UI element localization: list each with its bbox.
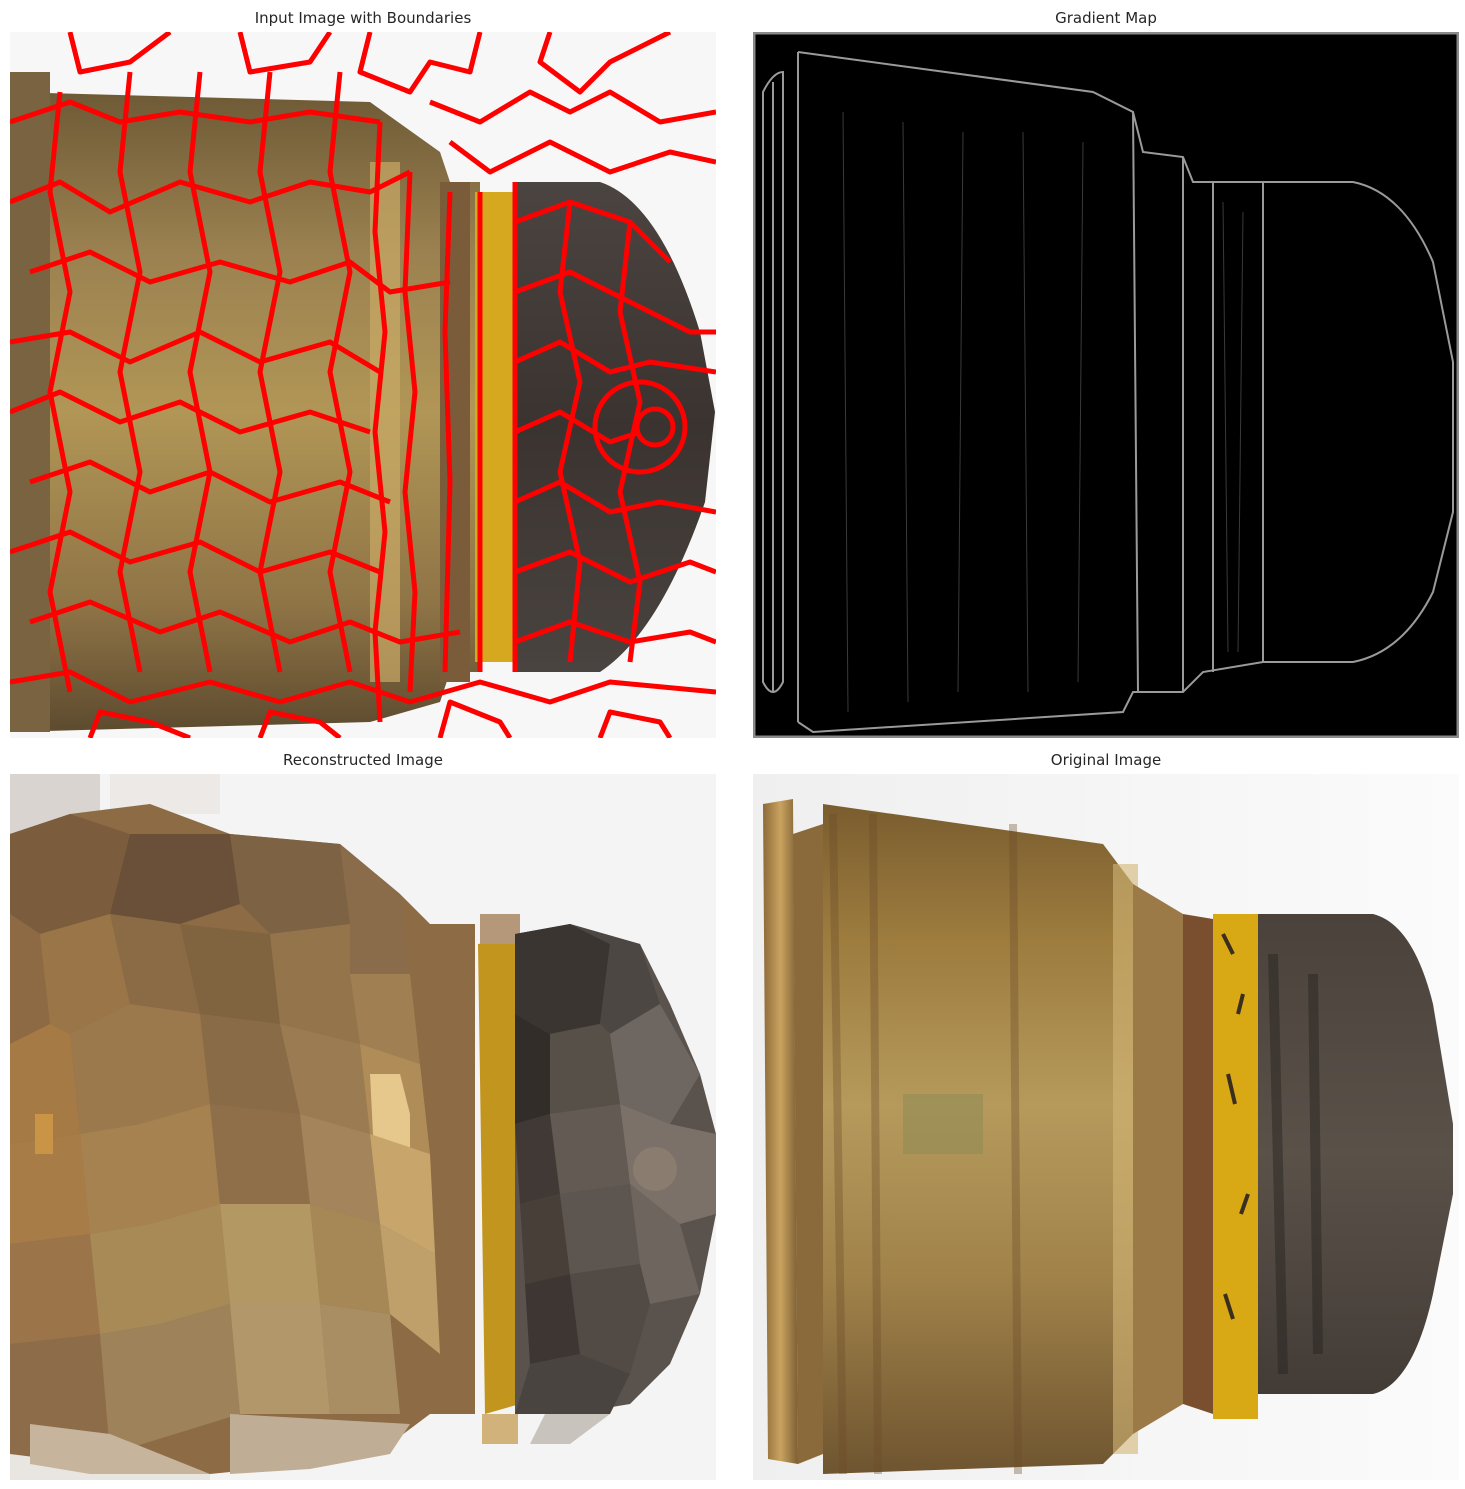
original-image: [753, 774, 1459, 1480]
bullet-tip: [1258, 914, 1453, 1394]
casing-cannelure: [1183, 914, 1213, 1414]
panel-gradient-map: Gradient Map: [753, 9, 1459, 738]
panel-title: Original Image: [1050, 751, 1162, 769]
panel-input-boundaries: Input Image with Boundaries: [10, 9, 716, 738]
panel-original: Original Image: [753, 751, 1459, 1480]
panel-title: Reconstructed Image: [283, 751, 443, 769]
edge-texture: [842, 111, 1244, 713]
yellow-band: [1213, 914, 1258, 1419]
bullet-tip: [515, 924, 716, 1444]
input-image-with-boundaries: [10, 32, 716, 738]
casing-body: [10, 92, 480, 732]
panel-reconstructed: Reconstructed Image: [10, 751, 716, 1480]
panel-title: Input Image with Boundaries: [254, 9, 472, 27]
gradient-map-image: [753, 32, 1459, 738]
reconstructed-image: [10, 774, 716, 1480]
superpixel-boundaries: [10, 32, 716, 738]
edge-outline: [762, 51, 1454, 734]
panel-title: Gradient Map: [1055, 9, 1157, 27]
yellow-band: [478, 939, 520, 1414]
casing-rim: [763, 799, 798, 1464]
superpixel-patches: [10, 804, 475, 1474]
